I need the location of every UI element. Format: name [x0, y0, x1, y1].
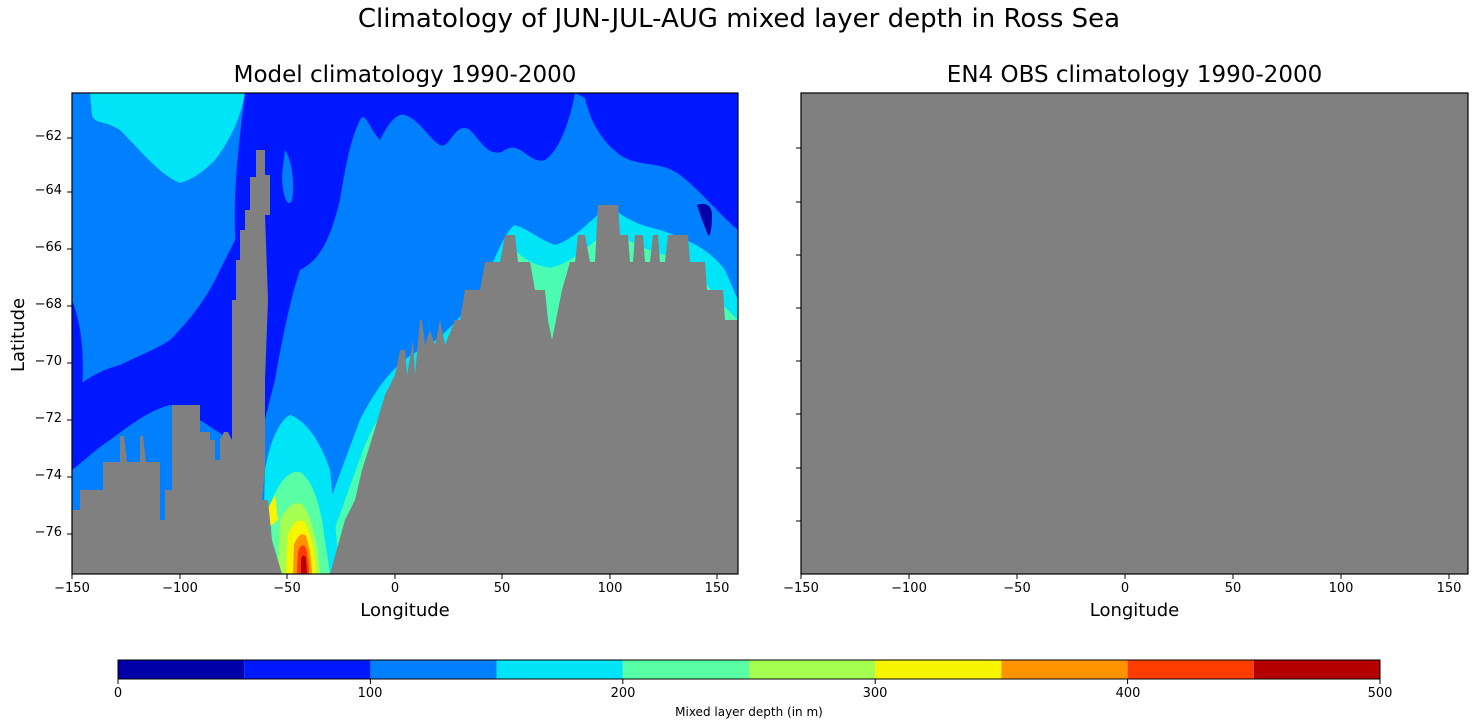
- x-tick-label: −150: [783, 581, 819, 596]
- panel-left-title: Model climatology 1990-2000: [233, 62, 577, 88]
- left-y-axis-label: Latitude: [8, 297, 29, 372]
- colorbar-tick-label: 0: [113, 686, 123, 701]
- y-tick-label: −68: [34, 297, 62, 312]
- panel-left-frame: [71, 92, 739, 575]
- x-tick-label: 150: [1436, 581, 1462, 596]
- y-tick-label: −76: [34, 525, 62, 540]
- figure-suptitle: Climatology of JUN-JUL-AUG mixed layer d…: [357, 4, 1121, 34]
- x-tick-label: 0: [390, 581, 400, 596]
- x-tick-label: 150: [704, 581, 730, 596]
- y-tick-label: −66: [34, 240, 62, 255]
- right-y-ticks: [796, 147, 801, 522]
- x-tick-label: −150: [54, 581, 90, 596]
- x-tick-label: 100: [597, 581, 623, 596]
- model-contour-field: [72, 93, 738, 574]
- x-tick-label: 100: [1328, 581, 1354, 596]
- colorbar-tick-label: 200: [610, 686, 636, 701]
- colorbar-tick-label: 400: [1115, 686, 1141, 701]
- x-tick-label: −100: [891, 581, 927, 596]
- left-x-ticks: [71, 574, 718, 579]
- left-x-axis-label: Longitude: [360, 600, 450, 621]
- colorbar-tick-label: 100: [357, 686, 383, 701]
- right-x-ticks: [800, 574, 1450, 579]
- y-tick-label: −70: [34, 354, 62, 369]
- obs-masked-field: [801, 93, 1468, 574]
- x-tick-label: −50: [1003, 581, 1031, 596]
- colorbar: [117, 659, 1381, 684]
- x-tick-label: 0: [1120, 581, 1130, 596]
- colorbar-tick-label: 300: [862, 686, 888, 701]
- panel-right-frame: [800, 92, 1469, 575]
- right-x-axis-label: Longitude: [1089, 600, 1180, 621]
- y-tick-label: −74: [34, 468, 62, 483]
- y-tick-label: −64: [34, 183, 62, 198]
- colorbar-tick-label: 500: [1367, 686, 1393, 701]
- colorbar-label: Mixed layer depth (in m): [675, 705, 823, 719]
- left-y-ticks: [67, 137, 72, 535]
- y-tick-label: −62: [34, 129, 62, 144]
- x-tick-label: −100: [162, 581, 198, 596]
- y-tick-label: −72: [34, 411, 62, 426]
- x-tick-label: 50: [493, 581, 511, 596]
- x-tick-label: 50: [1224, 581, 1242, 596]
- x-tick-label: −50: [273, 581, 301, 596]
- panel-right-title: EN4 OBS climatology 1990-2000: [946, 62, 1323, 88]
